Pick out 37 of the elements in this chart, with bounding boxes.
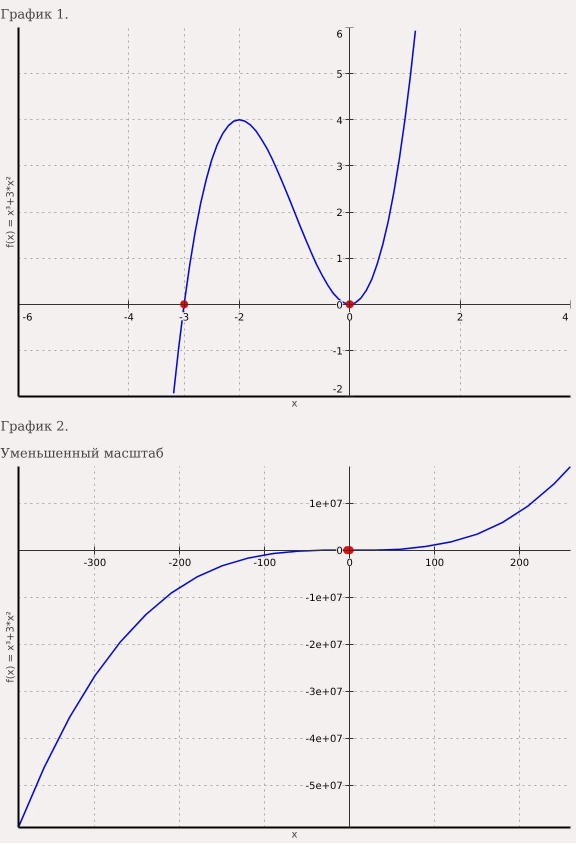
y-tick-label: -2 bbox=[332, 384, 343, 396]
y-tick-label: -1e+07 bbox=[305, 593, 343, 604]
x-axis-title: x bbox=[292, 830, 298, 840]
x-tick-label: 200 bbox=[510, 558, 530, 570]
y-tick-label: 0 bbox=[336, 546, 343, 558]
y-tick-label: -3e+07 bbox=[305, 687, 343, 698]
y-tick-label: 4 bbox=[336, 116, 343, 127]
y-tick-label: 2 bbox=[336, 208, 343, 219]
y-tick-label: 0 bbox=[336, 300, 343, 312]
y-tick-label: 1e+07 bbox=[309, 499, 343, 510]
chart-title: График 1. bbox=[0, 8, 69, 22]
y-tick-label: -5e+07 bbox=[305, 781, 343, 792]
chart-subtitle: Уменьшенный масштаб bbox=[0, 446, 164, 462]
line-series bbox=[18, 466, 570, 828]
x-tick-label: 0 bbox=[346, 558, 353, 570]
y-tick-label: 1 bbox=[336, 254, 343, 266]
y-tick-label: 6 bbox=[336, 30, 343, 40]
x-tick-label: -100 bbox=[253, 558, 276, 570]
x-tick-label: 0 bbox=[346, 312, 353, 324]
x-tick-label: 4 bbox=[562, 312, 569, 324]
y-tick-label: 5 bbox=[336, 70, 343, 81]
x-tick-label: -200 bbox=[168, 558, 192, 570]
x-tick-label: -6 bbox=[22, 312, 32, 324]
x-tick-label: -2 bbox=[234, 312, 244, 324]
x-tick-label: -3 bbox=[179, 312, 190, 324]
x-tick-label: -4 bbox=[124, 312, 134, 324]
y-axis-title: f(x) = x³+3*x² bbox=[6, 176, 16, 248]
y-tick-label: -1 bbox=[332, 346, 343, 358]
x-tick-label: 100 bbox=[425, 558, 444, 570]
y-tick-label: -4e+07 bbox=[305, 734, 343, 746]
x-tick-label: 2 bbox=[456, 312, 464, 324]
x-tick-label: -300 bbox=[84, 558, 106, 570]
y-tick-label: -2e+07 bbox=[305, 640, 343, 652]
x-axis-title: x bbox=[292, 398, 298, 410]
chart-title: График 2. bbox=[0, 420, 69, 434]
y-tick-label: 3 bbox=[336, 162, 343, 173]
y-axis-title: f(x) = x³+3*x² bbox=[6, 611, 16, 683]
